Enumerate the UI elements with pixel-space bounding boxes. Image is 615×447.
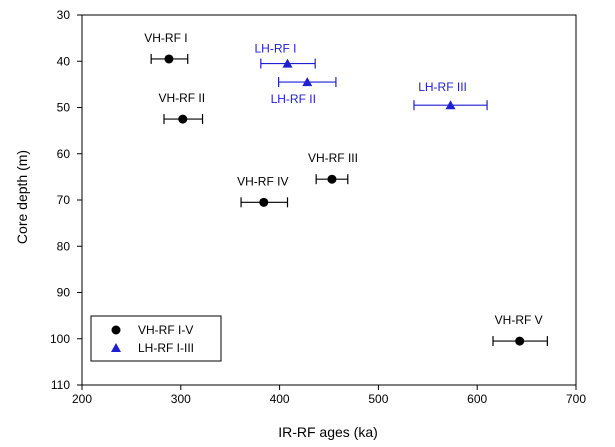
y-axis-title: Core depth (m) (14, 150, 30, 244)
y-tick-label: 50 (57, 101, 71, 115)
legend-box (90, 315, 222, 362)
x-tick-label: 500 (368, 392, 388, 406)
data-point-label: LH-RF I (255, 42, 297, 56)
y-tick-label: 100 (50, 332, 70, 346)
y-tick-label: 30 (57, 8, 71, 22)
data-point-label: VH-RF V (495, 313, 543, 327)
x-tick-label: 600 (467, 392, 487, 406)
data-point-circle (259, 197, 269, 207)
x-axis-title: IR-RF ages (ka) (278, 424, 378, 440)
data-point-label: VH-RF IV (237, 174, 288, 188)
x-tick-label: 300 (171, 392, 191, 406)
y-tick-label: 90 (57, 286, 71, 300)
x-tick-label: 700 (566, 392, 586, 406)
legend-label: VH-RF I-V (138, 323, 193, 337)
plot-layer: VH-RF I VH-RF II VH-RF III VH-RF IV VH-RF V L… (144, 31, 548, 347)
data-point-triangle (282, 58, 293, 68)
axes-layer: 200 300 400 500 600 700 30 40 50 60 70 80 90 100 110 (50, 8, 586, 406)
data-point-triangle (445, 100, 456, 110)
data-point-label: LH-RF II (271, 92, 316, 106)
data-point-circle (164, 54, 174, 64)
y-tick-label: 80 (57, 239, 71, 253)
data-point-label: LH-RF III (418, 80, 467, 94)
data-point-label: VH-RF III (308, 151, 358, 165)
y-tick-label: 110 (51, 378, 70, 392)
y-tick-label: 70 (57, 193, 71, 207)
data-point-label: VH-RF II (158, 91, 205, 105)
data-point-circle (327, 174, 337, 184)
legend-marker-circle (111, 325, 121, 335)
data-point-circle (515, 336, 525, 346)
legend-label: LH-RF I-III (138, 341, 194, 355)
legend: VH-RF I-V LH-RF I-III (90, 315, 222, 362)
data-point-circle (178, 114, 188, 124)
y-tick-label: 40 (57, 54, 71, 68)
legend-marker-triangle (111, 343, 121, 352)
x-tick-label: 200 (72, 392, 92, 406)
x-tick-label: 400 (270, 392, 290, 406)
y-tick-label: 60 (57, 147, 71, 161)
data-point-label: VH-RF I (144, 31, 187, 45)
data-point-triangle (302, 77, 313, 87)
